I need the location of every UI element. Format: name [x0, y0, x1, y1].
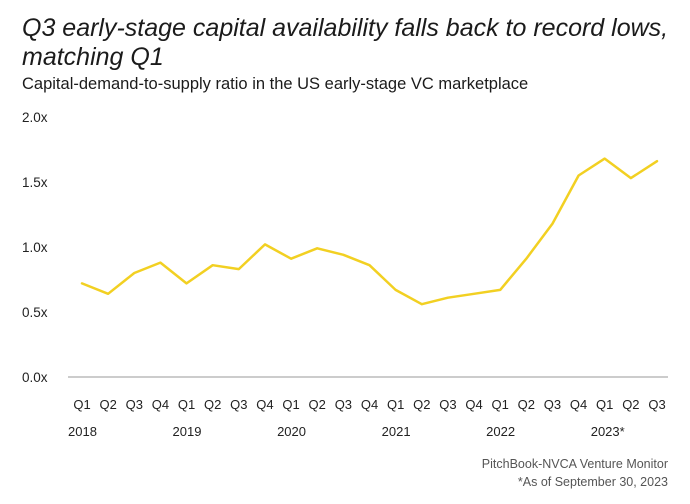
- x-tick-label: Q1: [387, 397, 404, 412]
- x-axis-ticks: Q1 Q2 Q3 Q4 Q1 Q2 Q3 Q4 Q1 Q2 Q3 Q4 Q1 Q2 Q3 Q4 Q1 Q2 Q3 Q4…: [73, 397, 665, 412]
- x-year-label: 2023*: [591, 424, 625, 439]
- chart-title: Q3 early-stage capital availability fall…: [22, 14, 669, 71]
- x-tick-label: Q1: [178, 397, 195, 412]
- x-year-label: 2022: [486, 424, 515, 439]
- x-axis-years: 2018 2019 2020 2021 2022 2023*: [68, 424, 625, 439]
- x-tick-label: Q2: [99, 397, 116, 412]
- y-tick-label: 0.5x: [22, 305, 48, 320]
- x-tick-label: Q1: [73, 397, 90, 412]
- line-chart: 0.0x0.5x1.0x1.5x2.0x Q1 Q2 Q3 Q4 Q1 Q2 Q3 Q4 Q1 Q…: [22, 110, 668, 439]
- y-tick-label: 1.5x: [22, 175, 48, 190]
- x-year-label: 2019: [173, 424, 202, 439]
- x-year-label: 2018: [68, 424, 97, 439]
- x-tick-label: Q4: [570, 397, 587, 412]
- source-credit: PitchBook-NVCA Venture Monitor: [481, 457, 668, 471]
- x-tick-label: Q3: [648, 397, 665, 412]
- x-tick-label: Q1: [492, 397, 509, 412]
- x-tick-label: Q4: [361, 397, 378, 412]
- x-year-label: 2021: [382, 424, 411, 439]
- x-tick-label: Q1: [596, 397, 613, 412]
- x-tick-label: Q2: [413, 397, 430, 412]
- x-tick-label: Q2: [309, 397, 326, 412]
- x-year-label: 2020: [277, 424, 306, 439]
- footnote: *As of September 30, 2023: [517, 475, 668, 489]
- x-tick-label: Q4: [256, 397, 273, 412]
- series-line: [80, 157, 659, 306]
- chart-subtitle: Capital-demand-to-supply ratio in the US…: [22, 75, 529, 93]
- x-tick-label: Q2: [518, 397, 535, 412]
- x-tick-label: Q1: [282, 397, 299, 412]
- x-tick-label: Q3: [335, 397, 352, 412]
- x-tick-label: Q3: [544, 397, 561, 412]
- y-tick-label: 0.0x: [22, 370, 48, 385]
- y-axis-ticks: 0.0x 0.5x 1.0x 1.5x 2.0x: [22, 110, 48, 385]
- x-tick-label: Q4: [152, 397, 169, 412]
- x-tick-label: Q3: [439, 397, 456, 412]
- y-tick-label: 1.0x: [22, 240, 48, 255]
- y-tick-label: 2.0x: [22, 110, 48, 125]
- x-tick-label: Q2: [622, 397, 639, 412]
- x-tick-label: Q3: [230, 397, 247, 412]
- x-tick-label: Q4: [465, 397, 482, 412]
- x-tick-label: Q3: [126, 397, 143, 412]
- x-tick-label: Q2: [204, 397, 221, 412]
